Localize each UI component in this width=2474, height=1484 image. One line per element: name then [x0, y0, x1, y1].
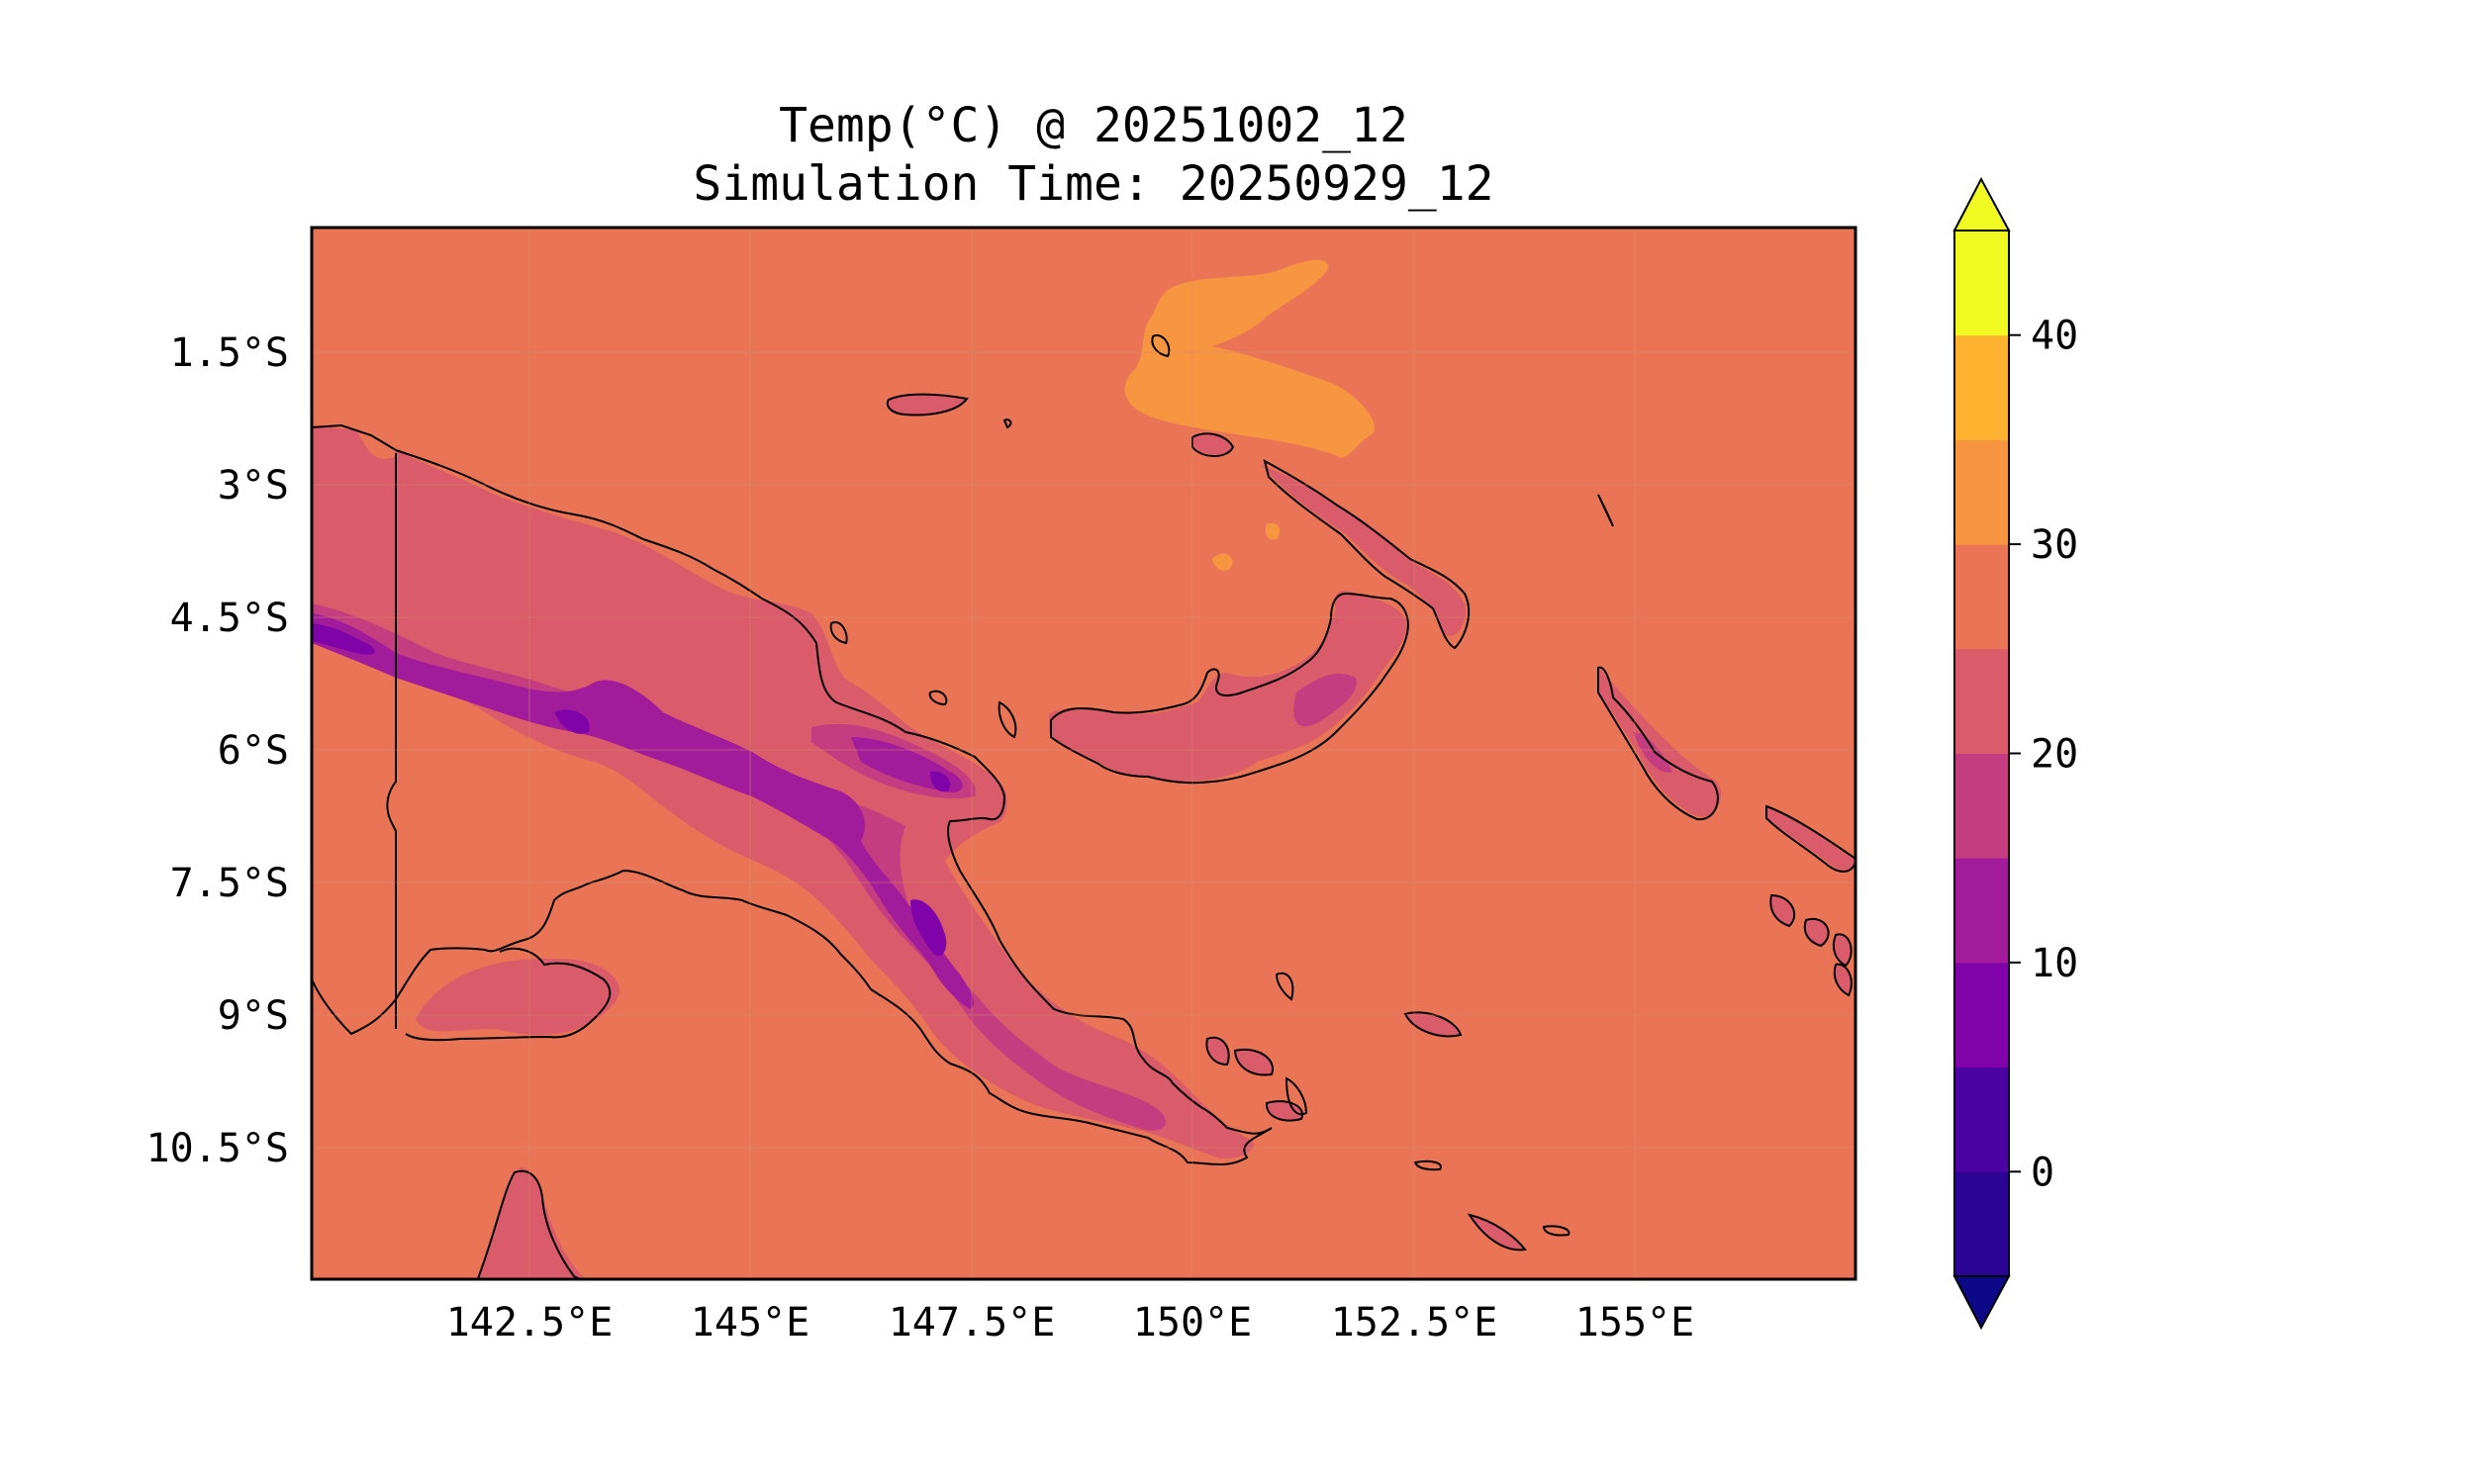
colorbar-under-arrow [1952, 1275, 2011, 1331]
coastline-small-1 [1151, 334, 1171, 358]
colorbar-ticks: 0 10 20 30 40 [2009, 314, 2078, 1195]
coastline-se-1 [1205, 1036, 1230, 1067]
coastline-small-4 [1413, 1159, 1442, 1171]
map-frame [310, 226, 1857, 1281]
chart-title-line2: Simulation Time: 20250929_12 [693, 156, 1493, 212]
coastline-woodlark [1542, 1225, 1570, 1237]
y-tick-label: 9°S [218, 993, 289, 1039]
y-tick-label: 6°S [218, 728, 289, 774]
coastline-solomons-3 [1803, 917, 1830, 948]
colorbar-segment [1954, 648, 2009, 754]
coastline-mainland-north [312, 423, 1273, 1166]
new-ireland [1262, 465, 1466, 636]
solomons-3 [1805, 919, 1829, 945]
warm-spot-2 [1265, 522, 1281, 540]
colorbar-segment [1954, 753, 2009, 859]
colorbar-tick-label: 40 [2031, 314, 2078, 359]
coastline-south-bay [405, 947, 612, 1042]
coastline-new-ireland [1263, 459, 1471, 650]
south-lowland [416, 958, 620, 1036]
colorbar-segment [1954, 231, 2009, 336]
y-tick-label: 4.5°S [170, 596, 289, 641]
coastline-se-4 [1403, 1011, 1463, 1038]
colorbar-segment [1954, 334, 2009, 440]
se-island-4 [1405, 1012, 1460, 1036]
x-tick-label: 147.5°E [889, 1300, 1056, 1345]
solomons-5 [1835, 964, 1852, 994]
x-axis-labels: 142.5°E 145°E 147.5°E 150°E 152.5°E 155°… [446, 1300, 1695, 1345]
colorbar-over-arrow [1952, 176, 2011, 232]
y-tick-label: 10.5°S [146, 1126, 290, 1171]
y-tick-label: 1.5°S [170, 330, 289, 376]
coastline-small-6 [829, 621, 848, 645]
colorbar-segment [1954, 962, 2009, 1068]
highland-coldest [312, 623, 375, 655]
coastline-manus [886, 393, 969, 417]
coastline-solomons-2 [1769, 893, 1796, 928]
coastline-small-3 [1275, 972, 1294, 1001]
coastline-solomons-4 [1832, 933, 1853, 968]
x-tick-label: 145°E [691, 1300, 809, 1345]
colorbar-tick-label: 10 [2031, 941, 2078, 986]
new-britain-cool [1293, 673, 1357, 727]
se-island-5 [1470, 1215, 1524, 1250]
colorbar: 0 10 20 30 40 [1952, 176, 2078, 1331]
highland-cold [312, 613, 975, 1009]
highland-coldest-3 [910, 899, 947, 957]
coastline-se-3 [1265, 1100, 1304, 1122]
highland-coldest-2 [554, 709, 590, 734]
y-tick-label: 3°S [218, 463, 289, 509]
coastline-small-2 [1002, 418, 1012, 429]
highland-coldest-4 [930, 771, 951, 792]
solomons-4 [1834, 934, 1852, 965]
colorbar-segment [1954, 858, 2009, 964]
coastline-small-8 [998, 700, 1017, 739]
se-island-3 [1267, 1101, 1302, 1120]
coastline-se-5 [1467, 1213, 1527, 1252]
map-panel [310, 226, 1857, 1281]
colorbar-segment [1954, 1067, 2009, 1172]
coastline-d-entrecasteaux [1285, 1076, 1308, 1116]
x-tick-label: 142.5°E [446, 1300, 614, 1345]
temperature-field [312, 259, 1856, 1279]
y-axis-labels: 1.5°S 3°S 4.5°S 6°S 7.5°S 9°S 10.5°S [146, 330, 290, 1171]
coastline-small-5 [1597, 494, 1614, 527]
colorbar-tick-label: 0 [2031, 1150, 2054, 1195]
manus [888, 394, 965, 415]
colorbar-segment [1954, 439, 2009, 545]
x-tick-label: 150°E [1133, 1300, 1252, 1345]
coastline-se-2 [1233, 1048, 1275, 1076]
colorbar-tick-label: 30 [2031, 522, 2078, 568]
coastline-solomons-1 [1765, 804, 1856, 873]
bougainville-cool [1633, 732, 1672, 773]
border-line [386, 453, 397, 1029]
x-tick-label: 155°E [1575, 1300, 1694, 1345]
y-tick-label: 7.5°S [170, 861, 289, 906]
se-island-2 [1235, 1050, 1273, 1074]
x-tick-label: 152.5°E [1331, 1300, 1498, 1345]
coastline-new-britain [1050, 592, 1409, 785]
coastline-bougainville [1597, 666, 1719, 821]
warm-zone-north [1124, 259, 1375, 458]
warm-spot-1 [1212, 553, 1233, 571]
solomons-1 [1766, 806, 1856, 871]
new-britain [1049, 590, 1406, 782]
new-hanover [1192, 433, 1232, 455]
gridlines [312, 228, 1856, 1279]
colorbar-tick-label: 20 [2031, 732, 2078, 778]
chart-title-line1: Temp(°C) @ 20251002_12 [779, 98, 1408, 153]
bougainville [1598, 668, 1721, 817]
coastline-small-7 [928, 690, 948, 706]
colorbar-segment [1954, 544, 2009, 650]
colorbar-segments [1954, 231, 2009, 1277]
colorbar-segment [1954, 1171, 2009, 1277]
coastline-solomons-5 [1833, 963, 1853, 997]
coastline-new-hanover [1191, 432, 1235, 457]
